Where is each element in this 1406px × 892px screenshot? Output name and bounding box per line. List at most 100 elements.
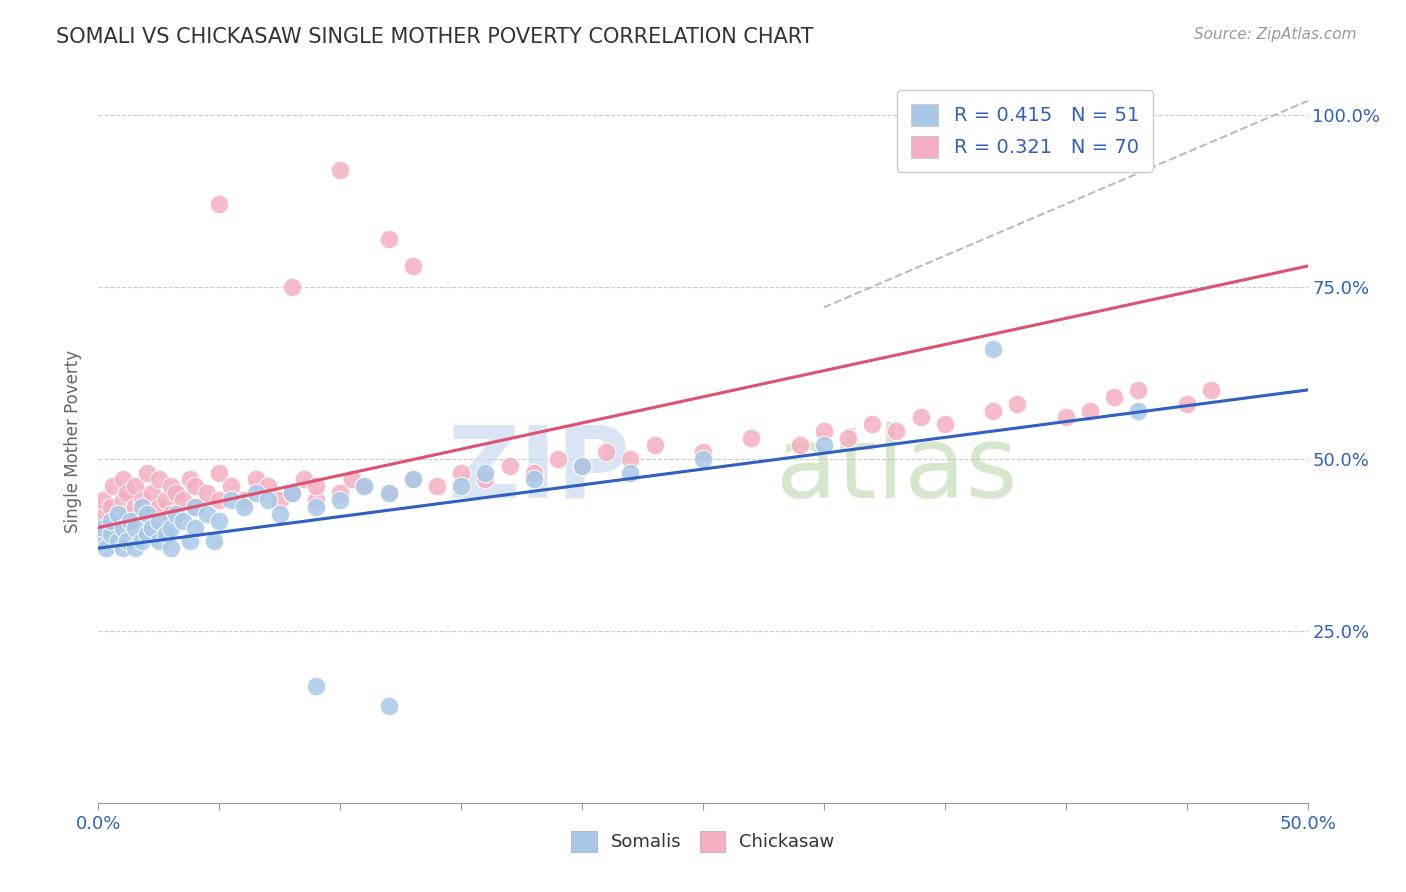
Point [571, 458, 593, 473]
Point [269, 507, 291, 521]
Point [160, 479, 183, 493]
Point [547, 451, 569, 466]
Point [837, 431, 859, 445]
Point [402, 259, 425, 273]
Point [523, 472, 546, 486]
Legend: Somalis, Chickasaw: Somalis, Chickasaw [564, 823, 842, 859]
Point [172, 514, 194, 528]
Point [208, 197, 231, 211]
Point [1054, 128, 1077, 143]
Point [208, 514, 231, 528]
Point [148, 514, 170, 528]
Point [281, 486, 304, 500]
Point [107, 514, 129, 528]
Point [813, 438, 835, 452]
Point [100, 527, 122, 541]
Point [94, 541, 117, 556]
Point [342, 472, 364, 486]
Point [90, 534, 112, 549]
Point [789, 438, 811, 452]
Point [111, 541, 134, 556]
Point [155, 493, 177, 508]
Point [886, 424, 908, 438]
Point [232, 493, 254, 508]
Point [595, 445, 617, 459]
Point [692, 451, 714, 466]
Point [450, 466, 472, 480]
Point [377, 231, 399, 245]
Point [377, 486, 399, 500]
Point [135, 527, 157, 541]
Point [329, 493, 352, 508]
Point [179, 472, 201, 486]
Point [981, 403, 1004, 417]
Point [1054, 410, 1077, 425]
Point [1078, 403, 1101, 417]
Point [184, 479, 207, 493]
Point [118, 514, 141, 528]
Point [204, 534, 226, 549]
Point [353, 479, 375, 493]
Point [245, 486, 267, 500]
Point [184, 500, 207, 514]
Point [141, 486, 163, 500]
Point [256, 479, 278, 493]
Point [131, 493, 153, 508]
Point [165, 486, 187, 500]
Point [221, 493, 243, 508]
Point [292, 472, 315, 486]
Point [329, 486, 352, 500]
Point [571, 458, 593, 473]
Point [256, 493, 278, 508]
Point [131, 500, 153, 514]
Point [155, 527, 177, 541]
Text: SOMALI VS CHICKASAW SINGLE MOTHER POVERTY CORRELATION CHART: SOMALI VS CHICKASAW SINGLE MOTHER POVERT… [56, 27, 814, 46]
Point [644, 438, 666, 452]
Point [281, 486, 304, 500]
Point [148, 472, 170, 486]
Point [269, 493, 291, 508]
Point [910, 410, 932, 425]
Point [117, 507, 139, 521]
Point [160, 541, 183, 556]
Point [124, 520, 146, 534]
Point [107, 534, 129, 549]
Point [101, 479, 124, 493]
Point [450, 479, 472, 493]
Point [619, 466, 641, 480]
Point [402, 472, 425, 486]
Point [740, 431, 762, 445]
Text: Source: ZipAtlas.com: Source: ZipAtlas.com [1194, 27, 1357, 42]
Point [160, 507, 183, 521]
Point [498, 458, 520, 473]
Point [329, 162, 352, 177]
Point [184, 500, 207, 514]
Point [305, 493, 328, 508]
Point [208, 493, 231, 508]
Point [813, 424, 835, 438]
Point [245, 472, 267, 486]
Point [135, 466, 157, 480]
Point [523, 466, 546, 480]
Point [91, 520, 114, 534]
Point [172, 493, 194, 508]
Point [124, 541, 146, 556]
Point [281, 279, 304, 293]
Point [195, 486, 218, 500]
Point [619, 451, 641, 466]
Point [305, 500, 328, 514]
Point [117, 486, 139, 500]
Point [184, 520, 207, 534]
Point [353, 479, 375, 493]
Point [111, 472, 134, 486]
Point [111, 520, 134, 534]
Point [426, 479, 449, 493]
Point [135, 507, 157, 521]
Point [148, 500, 170, 514]
Point [100, 514, 122, 528]
Point [981, 342, 1004, 356]
Point [692, 445, 714, 459]
Point [1102, 390, 1125, 404]
Point [208, 466, 231, 480]
Point [148, 534, 170, 549]
